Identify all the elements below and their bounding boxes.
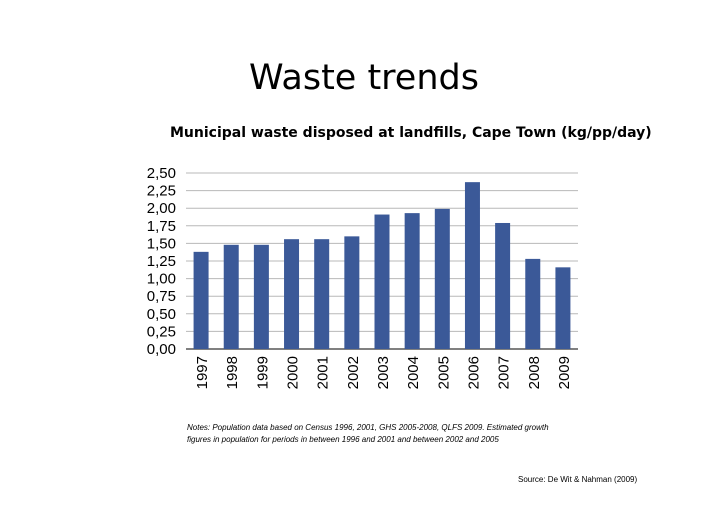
y-tick-label: 2,50 [147, 165, 176, 182]
x-tick-label: 2004 [405, 356, 422, 389]
bar-1999 [253, 244, 269, 349]
bar-2009 [555, 267, 571, 349]
x-tick-label: 2006 [465, 356, 482, 389]
bar-2002 [344, 236, 360, 349]
bar-2004 [404, 213, 420, 349]
bar-1998 [223, 244, 239, 349]
x-tick-label: 2002 [345, 356, 362, 389]
x-tick-label: 2003 [375, 356, 392, 389]
y-tick-label: 1,25 [147, 253, 176, 270]
x-tick-label: 1999 [254, 356, 271, 389]
y-tick-label: 1,00 [147, 271, 176, 288]
bar-2001 [314, 239, 330, 349]
x-tick-label: 2000 [285, 356, 302, 389]
y-tick-label: 0,50 [147, 306, 176, 323]
y-tick-label: 2,00 [147, 200, 176, 217]
y-tick-label: 0,25 [147, 323, 176, 340]
bar-2008 [525, 258, 541, 349]
bar-2007 [495, 222, 511, 349]
notes-line-2: figures in population for periods in bet… [187, 435, 499, 444]
x-tick-label: 1998 [224, 356, 241, 389]
bar-2005 [434, 208, 450, 349]
y-tick-label: 1,50 [147, 235, 176, 252]
slide-title: Waste trends [249, 58, 479, 98]
bar-2006 [464, 182, 480, 349]
x-tick-label: 2008 [526, 356, 543, 389]
x-tick-label: 2009 [556, 356, 573, 389]
x-tick-label: 2001 [315, 356, 332, 389]
y-tick-label: 2,25 [147, 183, 176, 200]
y-tick-label: 0,75 [147, 288, 176, 305]
bar-1997 [193, 251, 209, 349]
y-tick-label: 1,75 [147, 218, 176, 235]
bar-2003 [374, 214, 390, 349]
bar-2000 [284, 239, 300, 349]
x-tick-label: 2005 [435, 356, 452, 389]
chart-notes: Notes: Population data based on Census 1… [187, 422, 549, 446]
x-tick-label: 2007 [496, 356, 513, 389]
y-tick-label: 0,00 [147, 341, 176, 358]
source-citation: Source: De Wit & Nahman (2009) [518, 475, 638, 484]
x-tick-label: 1997 [194, 356, 211, 389]
notes-line-1: Notes: Population data based on Census 1… [187, 423, 549, 432]
chart-title: Municipal waste disposed at landfills, C… [170, 125, 652, 141]
